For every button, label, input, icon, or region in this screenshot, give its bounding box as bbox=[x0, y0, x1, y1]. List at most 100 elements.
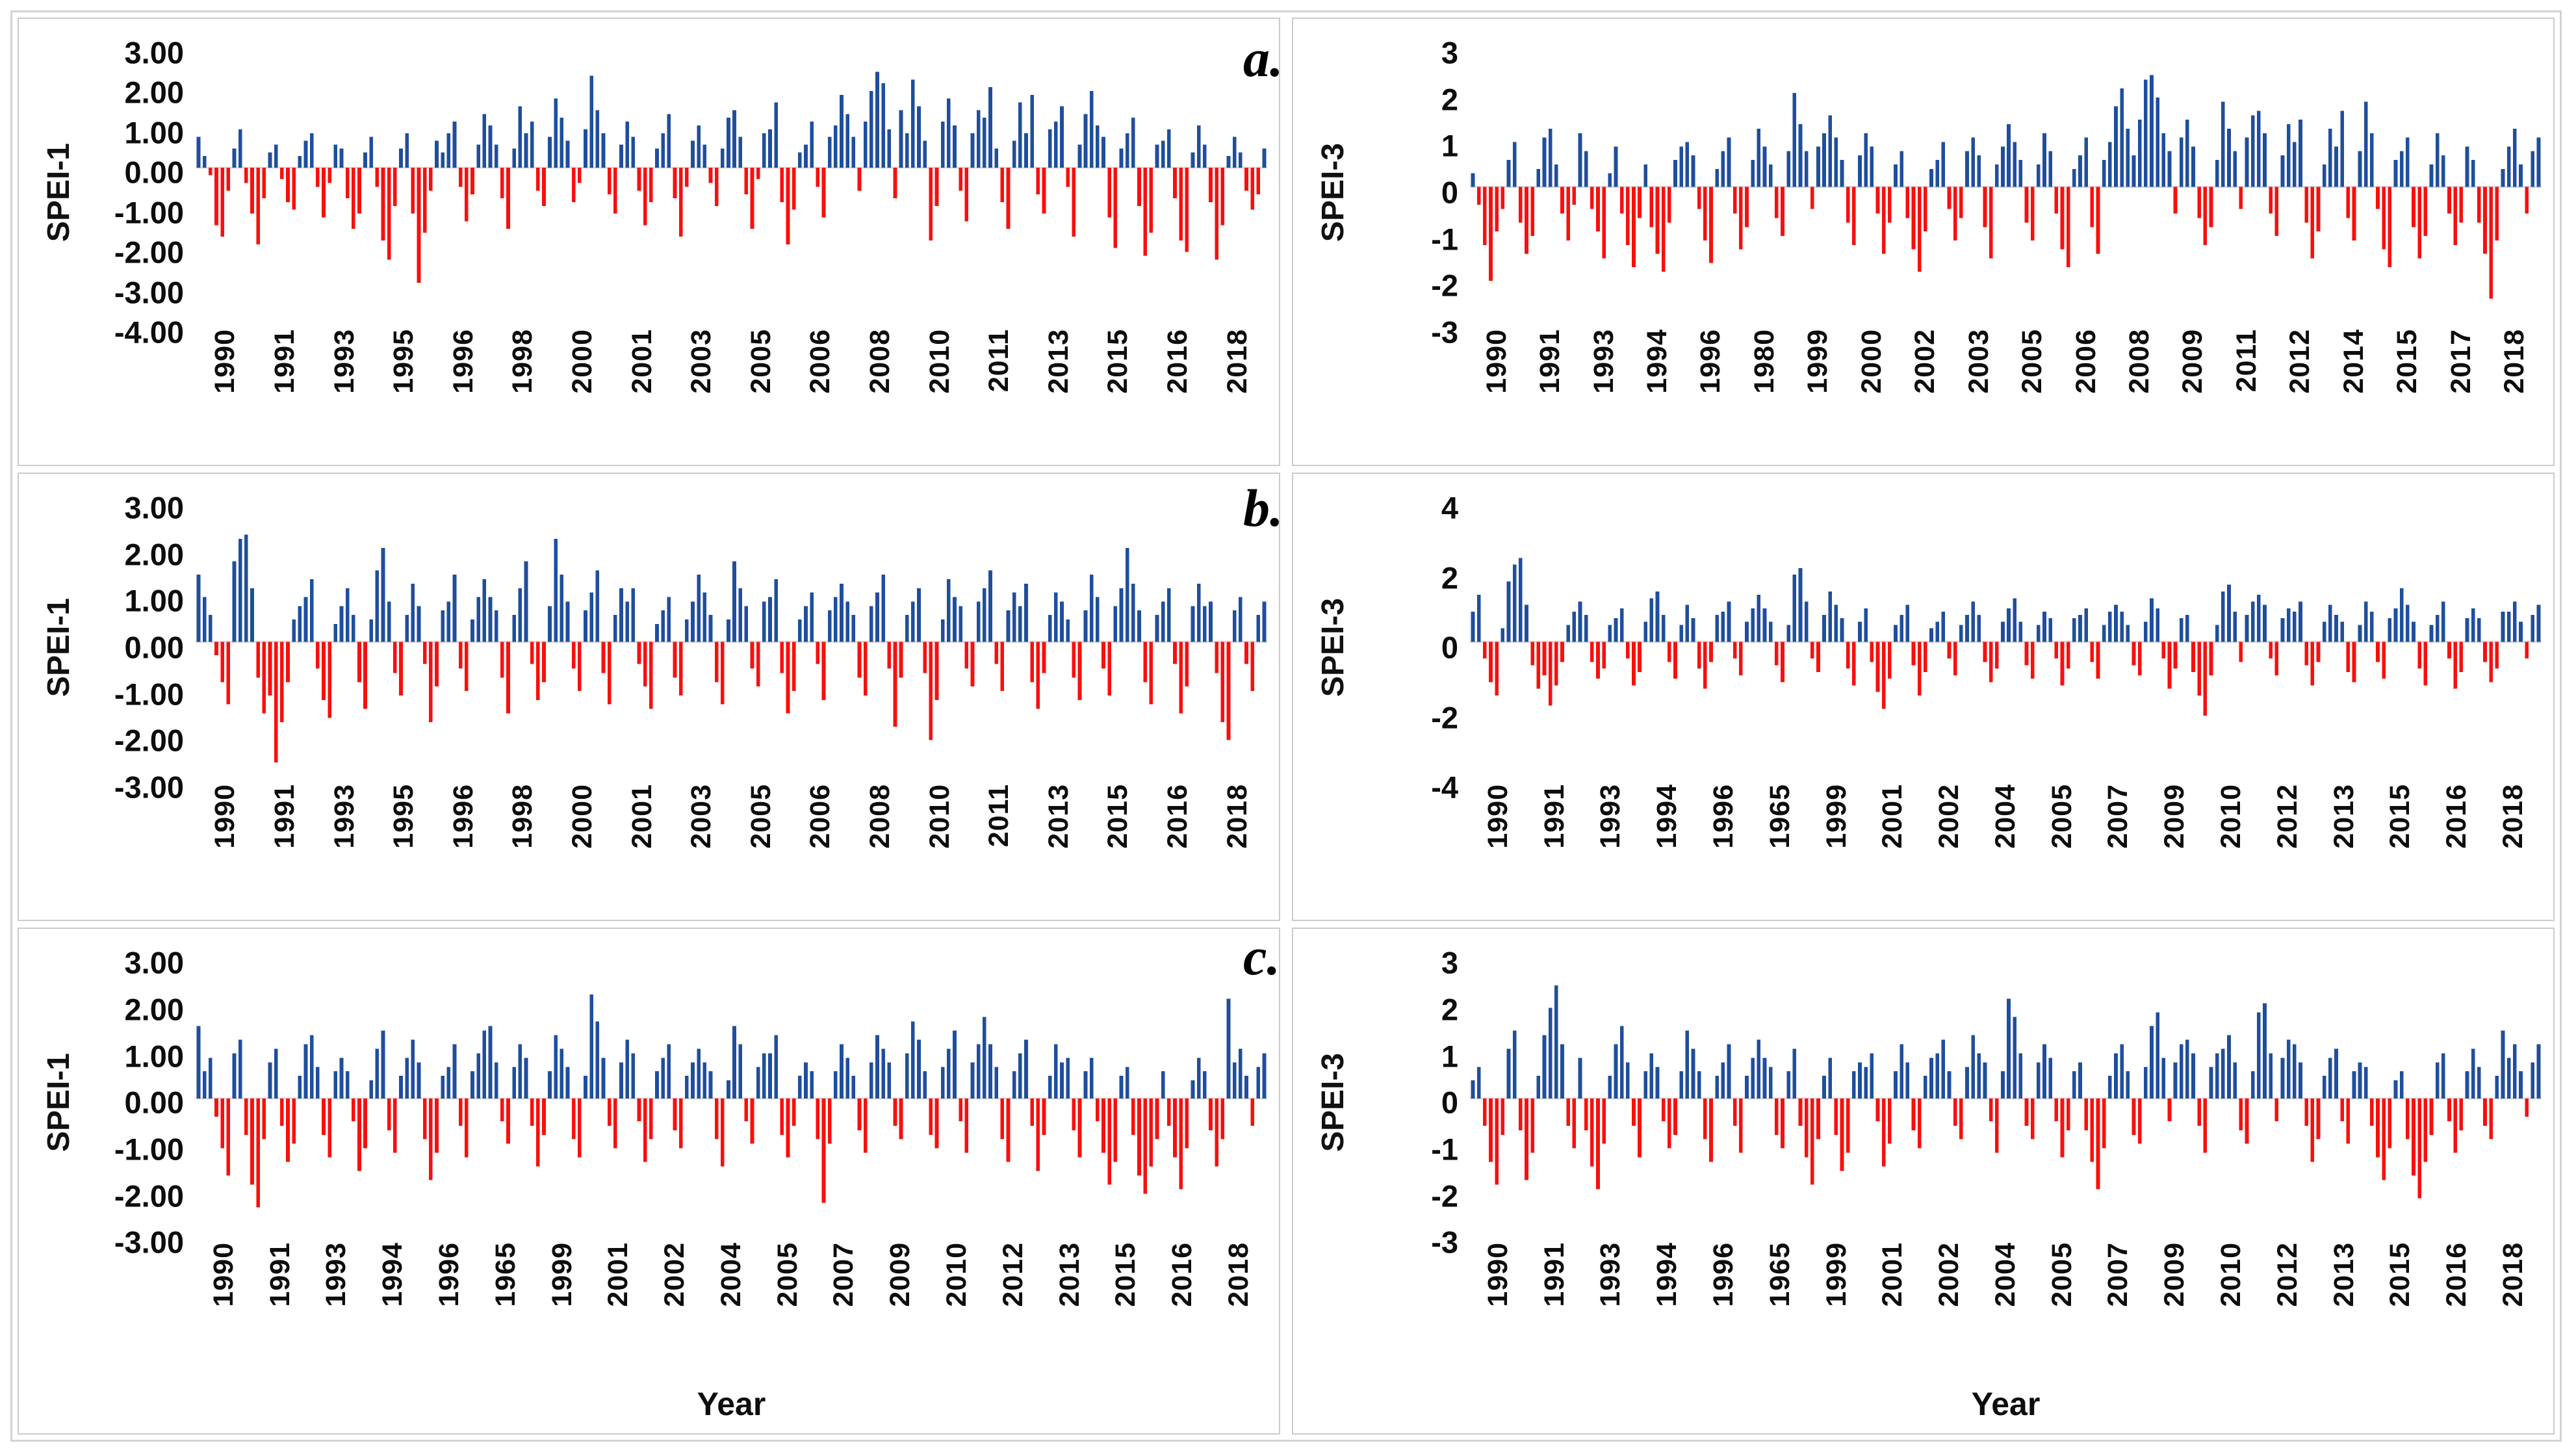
y-tick-label: 2 bbox=[1441, 992, 1458, 1027]
y-tick-label: 2.00 bbox=[124, 992, 184, 1027]
x-tick-label: 1999 bbox=[1820, 783, 1852, 849]
bar-negative bbox=[780, 642, 784, 673]
bar-negative bbox=[2090, 1098, 2094, 1162]
bar-positive bbox=[452, 575, 457, 642]
bar-negative bbox=[970, 642, 975, 687]
bar-negative bbox=[357, 167, 361, 214]
bar-negative bbox=[2137, 642, 2142, 676]
bar-negative bbox=[1781, 1098, 1784, 1149]
bar-negative bbox=[1745, 187, 1749, 228]
bar-positive bbox=[976, 601, 981, 642]
bar-positive bbox=[1238, 597, 1243, 642]
bar-positive bbox=[2001, 146, 2005, 187]
bar-positive bbox=[1649, 1053, 1654, 1099]
bar-positive bbox=[959, 606, 963, 642]
bar-negative bbox=[1602, 187, 1606, 259]
bar-negative bbox=[214, 642, 218, 656]
bar-positive bbox=[1572, 612, 1577, 642]
bar-positive bbox=[2250, 1071, 2255, 1099]
bar-negative bbox=[2483, 187, 2487, 254]
bar-negative bbox=[1834, 1098, 1838, 1135]
bar-negative bbox=[1215, 167, 1218, 260]
bar-positive bbox=[1971, 601, 1975, 642]
bar-negative bbox=[2197, 1098, 2202, 1126]
x-tick-label: 2006 bbox=[805, 783, 836, 849]
bar-positive bbox=[655, 623, 659, 642]
bar-positive bbox=[2269, 1053, 2273, 1099]
bar-positive bbox=[2328, 1058, 2332, 1099]
x-tick-label: 1996 bbox=[447, 783, 479, 849]
bar-negative bbox=[2495, 642, 2499, 669]
bar-positive bbox=[446, 1067, 451, 1099]
x-tick-label: 1991 bbox=[268, 328, 300, 394]
bar-negative bbox=[1798, 1098, 1803, 1126]
bar-positive bbox=[1048, 1076, 1052, 1099]
x-tick-label: 1998 bbox=[507, 328, 539, 394]
x-tick-label: 2006 bbox=[805, 328, 836, 394]
bar-positive bbox=[1727, 1044, 1731, 1099]
bar-negative bbox=[2316, 642, 2321, 662]
bar-positive bbox=[1643, 1071, 1648, 1099]
bar-positive bbox=[2233, 151, 2237, 187]
x-tick-label: 2015 bbox=[1110, 1242, 1142, 1307]
bar-negative bbox=[1888, 642, 1892, 679]
bar-negative bbox=[2137, 1098, 2142, 1144]
bar-negative bbox=[2388, 187, 2392, 268]
bar-positive bbox=[1101, 136, 1105, 168]
bar-negative bbox=[1536, 642, 1541, 689]
bar-positive bbox=[1905, 1062, 1910, 1099]
bar-negative bbox=[792, 642, 796, 692]
bar-negative bbox=[2382, 642, 2386, 679]
bar-negative bbox=[274, 642, 278, 763]
bar-negative bbox=[2274, 642, 2279, 676]
bar-positive bbox=[2250, 115, 2255, 187]
x-tick-label: 1994 bbox=[377, 1242, 409, 1307]
bar-positive bbox=[625, 1039, 630, 1099]
bar-positive bbox=[2352, 1071, 2356, 1099]
bar-negative bbox=[244, 167, 248, 183]
bar-positive bbox=[845, 114, 849, 168]
bar-negative bbox=[1602, 1098, 1606, 1144]
x-tick-label: 2003 bbox=[686, 328, 717, 394]
x-tick-label: 1965 bbox=[489, 1242, 521, 1307]
x-tick-label: 2001 bbox=[1877, 1242, 1909, 1307]
bar-negative bbox=[756, 167, 760, 179]
bar-negative bbox=[673, 642, 677, 678]
y-tick-label: 0.00 bbox=[124, 630, 184, 665]
bar-positive bbox=[1191, 1080, 1195, 1099]
bar-negative bbox=[2429, 1098, 2434, 1135]
bar-negative bbox=[2203, 642, 2208, 716]
bar-positive bbox=[2001, 621, 2005, 642]
bar-negative bbox=[1036, 642, 1040, 709]
x-tick-label: 1993 bbox=[328, 328, 360, 394]
bar-positive bbox=[661, 610, 665, 642]
bar-positive bbox=[1089, 575, 1094, 642]
bar-positive bbox=[2388, 618, 2392, 642]
bar-positive bbox=[2185, 615, 2189, 642]
bar-positive bbox=[476, 597, 480, 642]
bar-positive bbox=[970, 133, 975, 168]
bar-positive bbox=[2150, 598, 2154, 642]
x-tick-label: 2013 bbox=[1042, 328, 1074, 394]
bar-positive bbox=[512, 615, 516, 642]
bar-negative bbox=[244, 1098, 248, 1135]
bar-negative bbox=[1959, 187, 1963, 218]
bar-negative bbox=[649, 1098, 653, 1139]
bar-positive bbox=[1852, 1071, 1856, 1099]
bar-negative bbox=[1250, 642, 1254, 692]
bar-negative bbox=[1149, 642, 1153, 705]
bar-positive bbox=[2471, 160, 2475, 187]
plot-column: 1990 1991 1993 1994 1996 1980 1999 2000 2002 2003… bbox=[1470, 53, 2542, 462]
bar-positive bbox=[804, 606, 808, 642]
bar-negative bbox=[1774, 642, 1779, 666]
bar-positive bbox=[1506, 1048, 1511, 1099]
bar-positive bbox=[1870, 1053, 1874, 1099]
bar-negative bbox=[2417, 187, 2422, 259]
bar-negative bbox=[1107, 1098, 1112, 1185]
bar-positive bbox=[804, 144, 808, 168]
x-tick-label: 2004 bbox=[1989, 783, 2021, 849]
bar-negative bbox=[1888, 187, 1892, 223]
bar-positive bbox=[881, 575, 885, 642]
bar-positive bbox=[2120, 1044, 2124, 1099]
bar-positive bbox=[2150, 75, 2154, 187]
